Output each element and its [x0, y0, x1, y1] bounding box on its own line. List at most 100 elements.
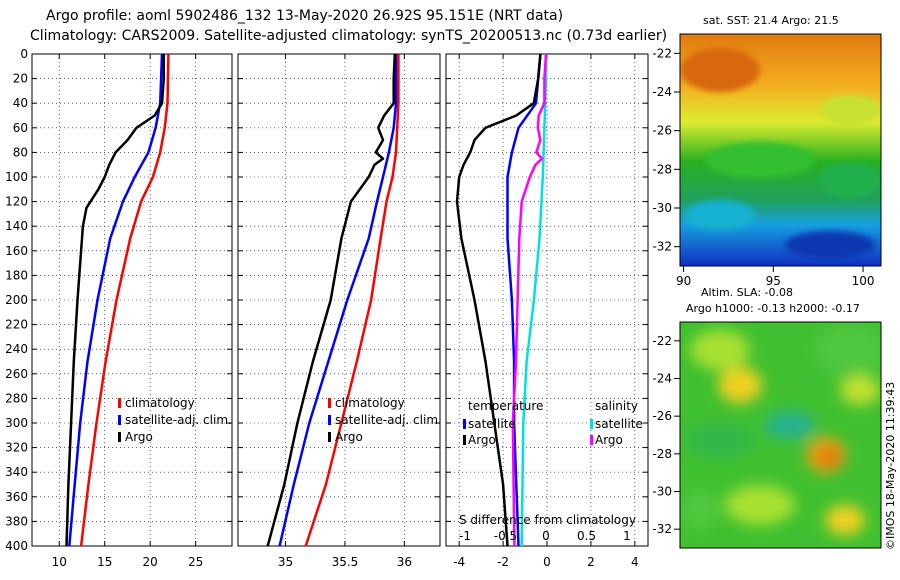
plot-frame	[237, 53, 441, 547]
series-line-temperature-argo	[455, 53, 542, 547]
legend-swatch	[463, 435, 466, 445]
legend-swatch	[463, 419, 466, 429]
x-tick-label: -2	[497, 555, 509, 569]
sla-map-title-line1: Altim. SLA: -0.08	[701, 286, 793, 299]
x-tick-label: -4	[453, 555, 465, 569]
sst-map-axes: -22 -24 -26 -28 -30 -32 90 95 100	[652, 46, 874, 288]
y-tick-label: 300	[5, 416, 28, 430]
secondary-tick-label: -1	[459, 529, 471, 543]
map-y-tick-label: -24	[652, 85, 672, 99]
legend-label: Argo	[335, 430, 363, 444]
y-tick-label: 160	[5, 244, 28, 258]
legend-swatch	[118, 398, 121, 408]
legend-swatch	[328, 398, 331, 408]
y-tick-label: 400	[5, 539, 28, 553]
map-y-tick-label: -26	[652, 124, 672, 138]
y-tick-label: 220	[5, 318, 28, 332]
map-y-tick-label: -22	[652, 334, 672, 348]
salinity-panel: 35 35.5 36 climatology satellite-adj. clim. A…	[237, 53, 442, 569]
map-y-tick-label: -28	[652, 447, 672, 461]
legend-swatch	[328, 415, 331, 425]
y-tick-label: 380	[5, 514, 28, 528]
x-tick-label: 10	[52, 555, 67, 569]
legend-swatch	[590, 435, 593, 445]
figure-title-line2: Climatology: CARS2009. Satellite-adjuste…	[30, 28, 667, 44]
x-tick-label: 36	[397, 555, 412, 569]
sla-map-axes: -22 -24 -26 -28 -30 -32	[652, 334, 680, 536]
legend-swatch	[328, 432, 331, 442]
legend-label: climatology	[335, 396, 405, 410]
sla-map-frame	[679, 321, 882, 549]
map-x-tick-label: 95	[766, 274, 781, 288]
map-x-tick-label: 90	[676, 274, 691, 288]
x-tick-label: 20	[143, 555, 158, 569]
y-tick-label: 280	[5, 391, 28, 405]
legend-label: satellite-adj. clim.	[125, 413, 232, 427]
temperature-panel: 0 20 40 60 80 100 120 140 160 180 200 220 240 260 280 3…	[5, 47, 233, 569]
map-y-tick-label: -24	[652, 372, 672, 386]
map-y-tick-label: -26	[652, 409, 672, 423]
x-tick-label: 35	[278, 555, 293, 569]
secondary-tick-label: 1	[623, 529, 631, 543]
y-tick-label: 0	[20, 47, 28, 61]
sst-map-frame	[679, 33, 882, 267]
legend-label: climatology	[125, 396, 195, 410]
y-tick-label: 100	[5, 170, 28, 184]
map-y-tick-label: -32	[652, 522, 672, 536]
series-line-satellite-adj-clim-	[278, 54, 398, 547]
y-tick-label: 120	[5, 195, 28, 209]
sst-map-title: sat. SST: 21.4 Argo: 21.5	[703, 14, 839, 27]
difference-panel: -4 -2 0 2 4 temperature salinity satellite Argo s…	[445, 53, 649, 569]
series-line-climatology	[304, 54, 400, 547]
secondary-tick-label: 0.5	[577, 529, 596, 543]
y-tick-label: 260	[5, 367, 28, 381]
legend-label: Argo	[595, 433, 623, 447]
legend-swatch	[118, 432, 121, 442]
sla-heatmap	[680, 322, 881, 548]
y-tick-label: 40	[13, 96, 28, 110]
secondary-tick-label: -0.5	[494, 529, 517, 543]
plot-frame	[31, 53, 233, 547]
series-line-salinity-argo	[511, 53, 548, 547]
legend-label: satellite	[468, 417, 516, 431]
x-tick-label: 4	[631, 555, 639, 569]
legend-title-salinity: salinity	[595, 399, 638, 413]
y-tick-label: 20	[13, 72, 28, 86]
y-tick-label: 140	[5, 219, 28, 233]
y-tick-label: 200	[5, 293, 28, 307]
map-y-tick-label: -32	[652, 240, 672, 254]
y-tick-label: 360	[5, 490, 28, 504]
x-tick-label: 2	[587, 555, 595, 569]
y-tick-label: 240	[5, 342, 28, 356]
imos-credit: ©IMOS 18-May-2020 11:39:43	[884, 382, 897, 550]
map-y-tick-label: -22	[652, 46, 672, 60]
x-tick-label: 0	[543, 555, 551, 569]
x-tick-label: 15	[97, 555, 112, 569]
map-x-tick-label: 100	[852, 274, 875, 288]
legend-label: satellite-adj. clim.	[335, 413, 442, 427]
secondary-axis-label: S difference from climatology	[459, 513, 636, 527]
series-line-argo	[65, 54, 166, 547]
series-line-temperature-satellite	[506, 53, 542, 547]
map-y-tick-label: -30	[652, 201, 672, 215]
legend-swatch	[118, 415, 121, 425]
sst-heatmap	[680, 34, 881, 266]
series-line-argo	[266, 53, 397, 547]
legend-label: Argo	[468, 433, 496, 447]
y-tick-label: 340	[5, 465, 28, 479]
legend-title-temperature: temperature	[468, 399, 543, 413]
x-tick-label: 35.5	[332, 555, 359, 569]
y-tick-label: 320	[5, 441, 28, 455]
legend-label: satellite	[595, 417, 643, 431]
series-line-climatology	[79, 53, 170, 547]
secondary-tick-label: 0	[542, 529, 550, 543]
legend-swatch	[590, 419, 593, 429]
y-tick-label: 180	[5, 268, 28, 282]
y-tick-label: 80	[13, 145, 28, 159]
y-tick-label: 60	[13, 121, 28, 135]
sla-map-title-line2: Argo h1000: -0.13 h2000: -0.17	[686, 302, 860, 315]
x-tick-label: 25	[188, 555, 203, 569]
map-y-tick-label: -28	[652, 162, 672, 176]
map-y-tick-label: -30	[652, 485, 672, 499]
